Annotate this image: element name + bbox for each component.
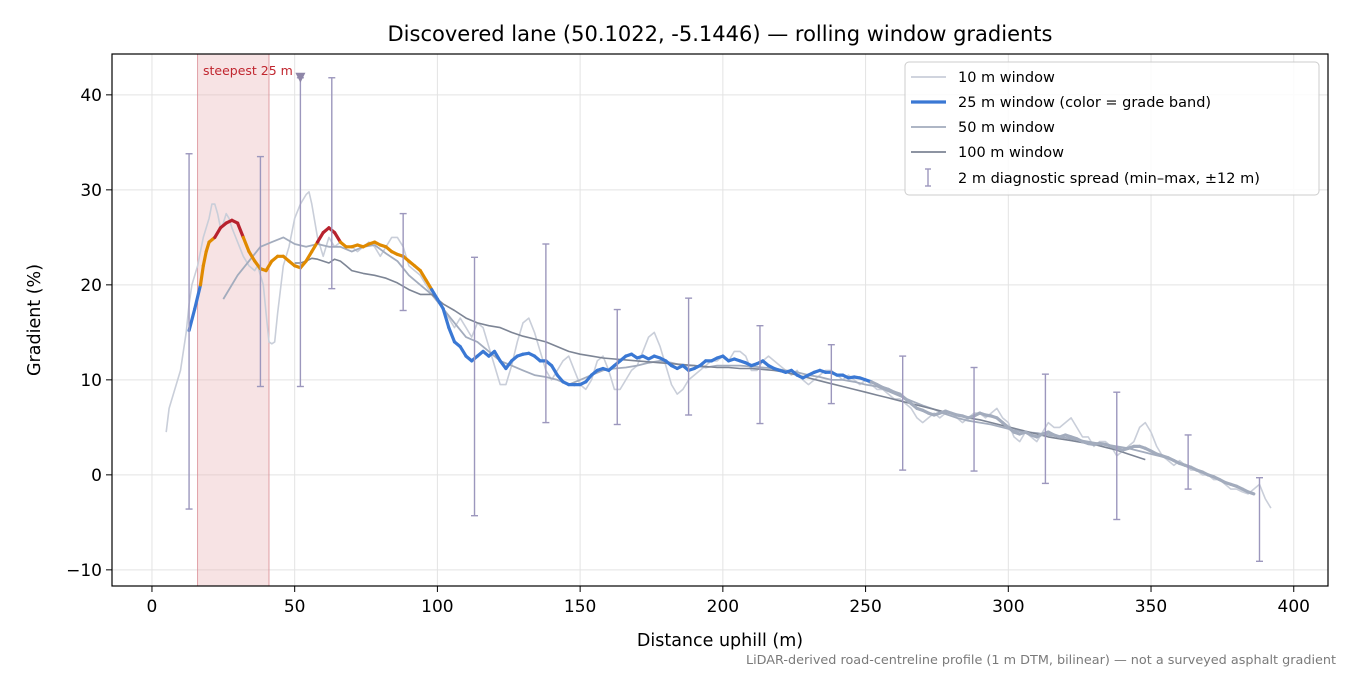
error-bar: [1113, 391, 1121, 521]
y-tick-label: 10: [80, 371, 102, 391]
x-tick-label: 0: [147, 597, 158, 617]
series-25m-segment: [1246, 490, 1256, 496]
series-25m-segment: [458, 345, 468, 358]
x-tick-label: 300: [992, 597, 1024, 617]
series-100m-line: [294, 257, 1146, 461]
y-tick-label: 40: [80, 86, 102, 106]
series-25m-segment: [549, 364, 559, 377]
error-bar: [328, 77, 336, 290]
series-25m-segment: [435, 297, 445, 311]
error-bar: [1041, 373, 1049, 485]
peak-marker-layer: [295, 72, 306, 83]
legend: 10 m window 25 m window (color = grade b…: [904, 61, 1320, 196]
error-bar: [685, 297, 693, 416]
series-25m-segment: [187, 307, 197, 333]
error-bar: [471, 256, 479, 517]
error-bar: [899, 355, 907, 471]
x-axis-ticks: 0 50 100 150 200 250 300 350 400: [147, 586, 1310, 617]
legend-label-25m: 25 m window (color = grade band): [958, 95, 1211, 111]
y-tick-label: 30: [80, 181, 102, 201]
error-bar: [613, 308, 621, 426]
x-tick-label: 400: [1278, 597, 1310, 617]
highlight-band: [197, 53, 270, 587]
series-25m-segment: [492, 349, 502, 363]
series-25m-segment: [424, 278, 434, 292]
plot-frame: [111, 53, 1329, 587]
error-bar: [970, 366, 978, 472]
chart-title: Discovered lane (50.1022, -5.1446) — rol…: [388, 22, 1053, 46]
series-25m-segment: [204, 240, 211, 254]
steepest-band: [197, 53, 270, 587]
error-bar: [542, 243, 550, 424]
legend-label-100m: 100 m window: [958, 145, 1064, 161]
x-tick-label: 150: [564, 597, 596, 617]
x-tick-label: 200: [707, 597, 739, 617]
x-axis-label: Distance uphill (m): [637, 631, 803, 651]
series-25m-segment: [304, 250, 314, 263]
error-bar: [827, 344, 835, 405]
y-tick-label: 20: [80, 276, 102, 296]
error-bar: [399, 212, 407, 312]
series-25m-segment: [198, 264, 205, 287]
series-25m-segment: [264, 259, 274, 273]
series-25m-segment: [236, 221, 245, 239]
error-bar: [1255, 477, 1263, 562]
series-25m-segment: [247, 250, 257, 263]
error-bar: [256, 155, 264, 388]
series-25m-segment: [430, 288, 439, 301]
error-bar: [185, 153, 193, 510]
error-bar: [756, 325, 764, 425]
legend-swatch-errorbar: [925, 168, 931, 187]
y-axis-ticks: −10 0 10 20 30 40: [66, 86, 112, 581]
x-tick-label: 350: [1135, 597, 1167, 617]
y-tick-label: 0: [91, 466, 102, 486]
error-bar: [1184, 434, 1192, 490]
x-tick-label: 100: [421, 597, 453, 617]
y-axis-label: Gradient (%): [25, 264, 45, 376]
x-tick-label: 50: [284, 597, 306, 617]
series-25m-segment: [193, 283, 203, 311]
series-25m-segment: [333, 231, 342, 244]
error-bar: [296, 77, 304, 388]
series-25m-segment: [213, 226, 223, 239]
series-25m-segment: [418, 269, 428, 282]
legend-label-errorbar: 2 m diagnostic spread (min–max, ±12 m): [958, 171, 1260, 187]
series-10m-line: [165, 191, 1272, 509]
series-25m-segment: [447, 326, 457, 344]
legend-box: [904, 61, 1320, 196]
x-tick-label: 250: [849, 597, 881, 617]
legend-label-50m: 50 m window: [958, 120, 1055, 136]
highlight-label: steepest 25 m: [203, 63, 293, 78]
footnote: LiDAR-derived road-centreline profile (1…: [746, 653, 1336, 668]
series-25m-segment: [310, 240, 320, 254]
series-25m-segment: [315, 231, 325, 244]
error-bars: [185, 77, 1263, 562]
series-25m-segment: [241, 235, 251, 254]
plot-series: [165, 191, 1272, 509]
peak-marker: [295, 72, 306, 83]
series-25m-segment: [441, 307, 451, 330]
y-tick-label: −10: [66, 561, 102, 581]
legend-label-10m: 10 m window: [958, 70, 1055, 86]
series-25m-segment: [201, 250, 208, 268]
